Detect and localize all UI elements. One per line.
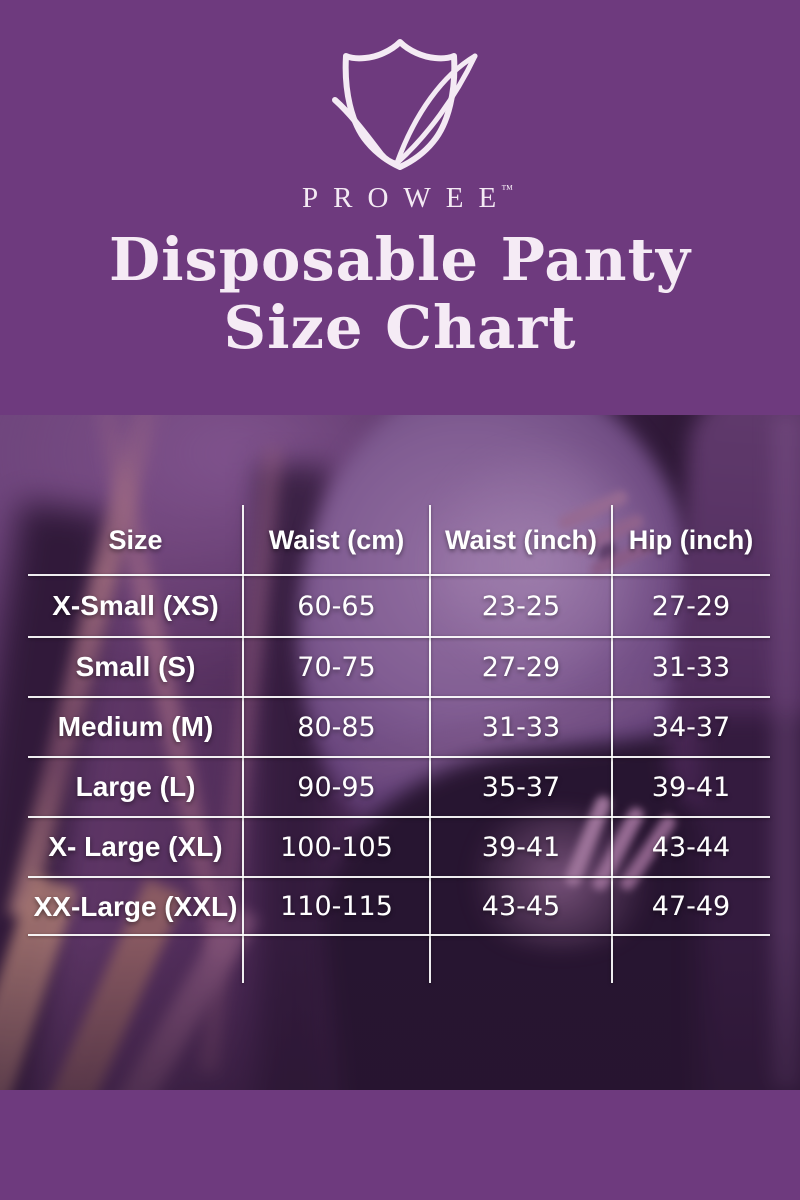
table-cell-hip-inch: 47-49 <box>651 891 731 922</box>
table-cell-hip-inch: 27-29 <box>651 590 731 622</box>
table-cell-waist-cm: 80-85 <box>297 711 376 743</box>
table-column-line <box>611 505 613 983</box>
table-cell-size: X- Large (XL) <box>48 831 223 862</box>
background-photo <box>0 415 800 1090</box>
table-cell-waist-cm: 110-115 <box>280 891 393 922</box>
table-cell-size: Large (L) <box>75 771 196 802</box>
title-line-1: Disposable Panty <box>108 225 692 294</box>
table-row-line <box>28 574 770 576</box>
brand-wordmark: PROWEE™ <box>0 182 800 215</box>
title-line-2: Size Chart <box>223 293 577 362</box>
shield-check-icon <box>332 39 478 170</box>
table-cell-size: XX-Large (XXL) <box>33 890 238 922</box>
table-cell-waist-inch: 31-33 <box>481 711 561 743</box>
table-cell-waist-inch: 35-37 <box>481 771 561 803</box>
table-cell-hip-inch: 43-44 <box>651 831 731 863</box>
size-table: Size Waist (cm) Waist (inch) Hip (inch) … <box>28 505 770 983</box>
column-header-hip-inch: Hip (inch) <box>628 524 754 555</box>
table-cell-size: X-Small (XS) <box>52 590 219 621</box>
table-row-line <box>28 934 770 936</box>
table-cell-waist-inch: 43-45 <box>481 891 561 922</box>
table-cell-waist-cm: 100-105 <box>280 831 393 863</box>
brand-name: PROWEE <box>302 182 512 214</box>
page-title: Disposable Panty Size Chart <box>0 226 800 362</box>
table-row-line <box>28 876 770 878</box>
table-cell-waist-inch: 39-41 <box>481 831 561 863</box>
table-row-line <box>28 636 770 638</box>
table-column-line <box>242 505 244 983</box>
photo-purple-tint <box>0 415 800 1090</box>
brand-logo: PROWEE™ <box>0 28 800 215</box>
table-row-line <box>28 696 770 698</box>
table-cell-waist-inch: 23-25 <box>481 590 561 622</box>
column-header-waist-cm: Waist (cm) <box>268 524 405 555</box>
column-header-size: Size <box>108 524 163 555</box>
table-cell-waist-cm: 60-65 <box>297 590 376 622</box>
table-cell-waist-cm: 70-75 <box>297 651 376 683</box>
table-column-line <box>429 505 431 983</box>
trademark-symbol: ™ <box>501 182 513 196</box>
photo-bottom-shade <box>0 930 800 1090</box>
table-cell-size: Small (S) <box>75 651 196 682</box>
table-cell-waist-inch: 27-29 <box>481 651 561 683</box>
table-cell-hip-inch: 39-41 <box>651 771 731 803</box>
table-cell-hip-inch: 31-33 <box>651 651 731 683</box>
table-cell-hip-inch: 34-37 <box>651 711 731 743</box>
table-row-line <box>28 816 770 818</box>
table-cell-size: Medium (M) <box>57 711 214 742</box>
table-row-line <box>28 756 770 758</box>
column-header-waist-inch: Waist (inch) <box>445 524 597 555</box>
table-cell-waist-cm: 90-95 <box>297 771 376 803</box>
